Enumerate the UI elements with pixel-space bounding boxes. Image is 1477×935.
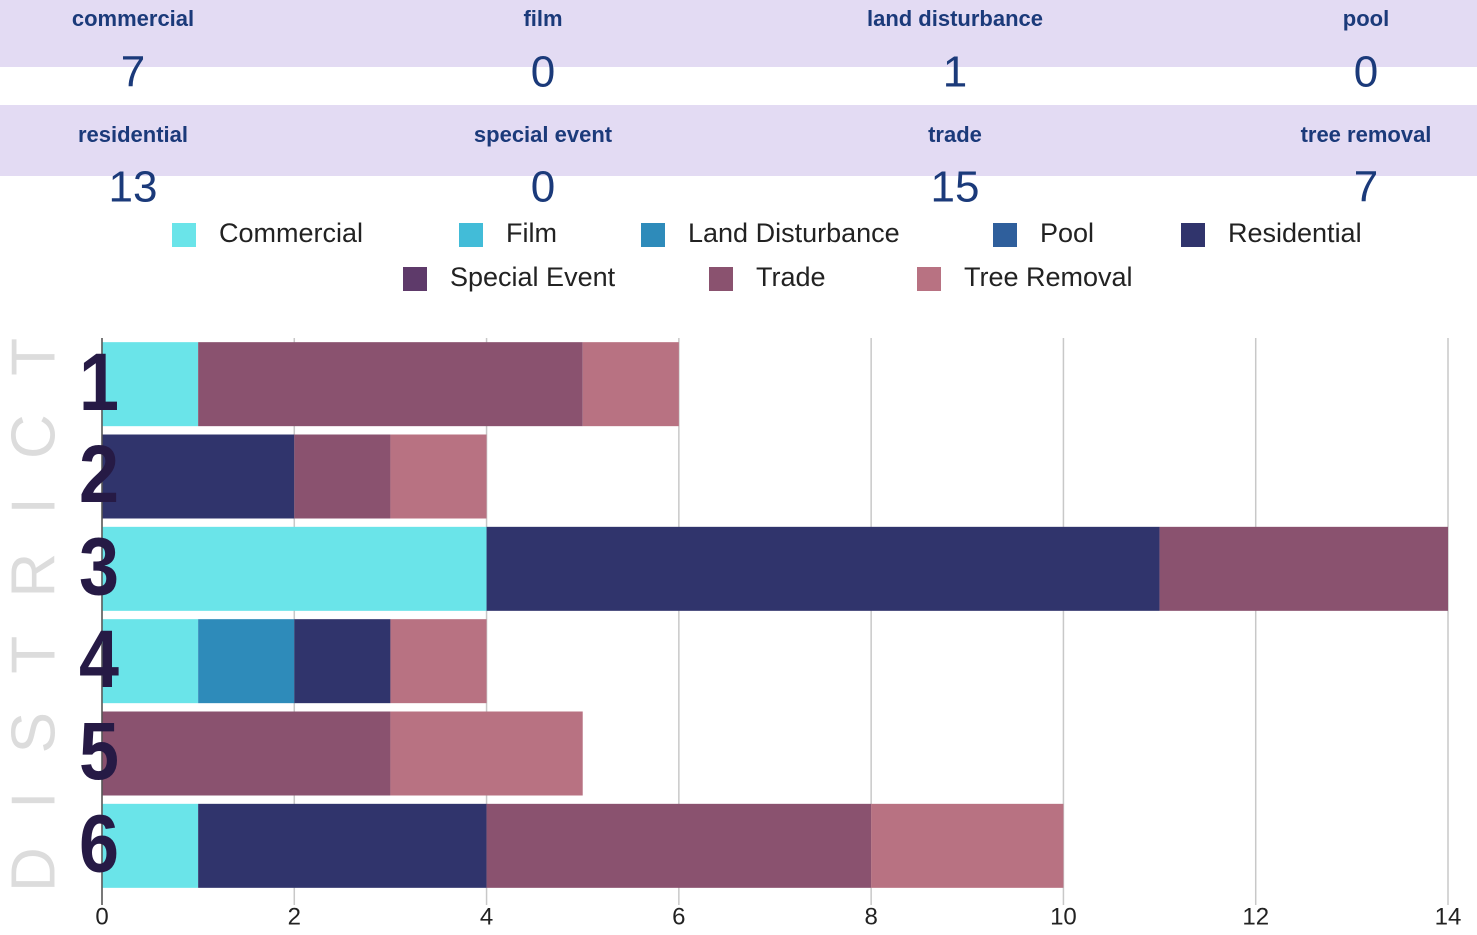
stat-value: 15 [931, 163, 980, 212]
legend-swatch [709, 267, 733, 291]
bar-segment [486, 803, 872, 888]
legend-label: Pool [1040, 218, 1094, 248]
x-tick-label: 2 [288, 903, 301, 930]
x-tick-label: 10 [1050, 903, 1077, 930]
x-tick-label: 12 [1242, 903, 1269, 930]
legend-label: Commercial [219, 218, 363, 248]
bar-segment [582, 342, 679, 427]
bar-segment [871, 803, 1064, 888]
stat-label: trade [928, 122, 982, 147]
bar-segment [102, 434, 295, 519]
bar-segment [102, 803, 199, 888]
bar-segment [390, 711, 583, 796]
category-label: 2 [79, 429, 119, 520]
bar-segment [294, 434, 391, 519]
stat-value: 0 [531, 163, 555, 212]
bar-segment [294, 619, 391, 704]
bar-segment [102, 619, 199, 704]
stat-label: special event [474, 122, 613, 147]
category-label: 3 [79, 521, 119, 612]
bar-segment [102, 342, 199, 427]
legend-swatch [403, 267, 427, 291]
legend-label: Land Disturbance [688, 218, 900, 248]
stats-band [0, 105, 1477, 176]
legend-swatch [641, 223, 665, 247]
bar-segment [390, 619, 487, 704]
stat-label: pool [1343, 6, 1389, 31]
category-label: 6 [79, 798, 119, 889]
x-tick-label: 0 [95, 903, 108, 930]
stat-label: film [523, 6, 562, 31]
x-tick-label: 4 [480, 903, 493, 930]
stat-label: land disturbance [867, 6, 1043, 31]
x-tick-label: 8 [864, 903, 877, 930]
bar-segment [390, 434, 487, 519]
x-tick-label: 14 [1435, 903, 1462, 930]
bar-segment [102, 711, 391, 796]
legend-swatch [172, 223, 196, 247]
x-tick-label: 6 [672, 903, 685, 930]
stat-value: 7 [1354, 163, 1378, 212]
legend-label: Residential [1228, 218, 1362, 248]
stat-label: residential [78, 122, 188, 147]
stat-value: 0 [531, 48, 555, 97]
bar-segment [1159, 526, 1448, 611]
bar-segment [102, 526, 487, 611]
y-axis-label: DISTRICT [0, 338, 68, 892]
bar-segment [198, 342, 583, 427]
stat-label: tree removal [1301, 122, 1432, 147]
legend-label: Tree Removal [964, 262, 1133, 292]
category-label: 5 [79, 706, 119, 797]
bar-segment [198, 619, 295, 704]
legend-swatch [917, 267, 941, 291]
legend-label: Special Event [450, 262, 616, 292]
category-label: 1 [79, 337, 119, 428]
legend-swatch [993, 223, 1017, 247]
stat-value: 13 [109, 163, 158, 212]
bar-segment [486, 526, 1160, 611]
bar-segment [198, 803, 487, 888]
stats-band [0, 0, 1477, 67]
stat-value: 1 [943, 48, 967, 97]
category-label: 4 [79, 614, 119, 705]
legend-swatch [1181, 223, 1205, 247]
stat-label: commercial [72, 6, 194, 31]
legend-swatch [459, 223, 483, 247]
legend-label: Film [506, 218, 557, 248]
stat-value: 7 [121, 48, 145, 97]
stat-value: 0 [1354, 48, 1378, 97]
legend-label: Trade [756, 262, 826, 292]
